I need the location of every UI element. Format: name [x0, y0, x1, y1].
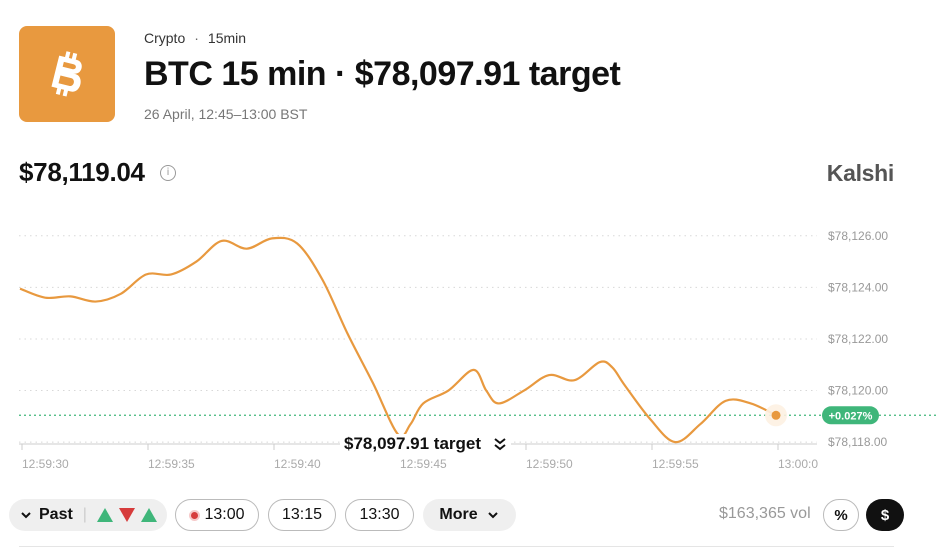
percent-toggle[interactable]: % [823, 499, 859, 531]
breadcrumb-separator: · [194, 30, 199, 46]
bitcoin-icon [51, 51, 82, 97]
bitcoin-logo [19, 26, 115, 122]
time-label: 13:00 [204, 506, 245, 523]
info-icon[interactable]: i [160, 165, 176, 181]
y-tick-label: $78,126.00 [828, 229, 888, 243]
more-label: More [439, 506, 478, 523]
divider [19, 546, 894, 547]
past-dropdown[interactable]: Past | [9, 499, 167, 531]
target-toggle[interactable]: $78,097.91 target [340, 434, 512, 454]
volume-label: $163,365 vol [719, 505, 811, 522]
y-tick-label: $78,124.00 [828, 280, 888, 294]
time-button-13-15[interactable]: 13:15 [268, 499, 336, 531]
change-badge-label: +0.027% [829, 410, 873, 422]
y-tick-label: $78,122.00 [828, 332, 888, 346]
price-line [19, 236, 777, 444]
chevron-down-icon [487, 512, 498, 519]
chevron-down-icon [21, 512, 31, 519]
current-price: $78,119.04 [19, 157, 145, 187]
end-marker [771, 410, 781, 420]
brand-logo: Kalshi [826, 160, 895, 186]
past-label: Past [39, 506, 73, 523]
x-tick-label: 12:59:35 [148, 457, 195, 471]
x-tick-label: 12:59:55 [652, 457, 699, 471]
interval-label: 15min [207, 30, 247, 46]
controls-bar: Past | 13:00 13:15 13:30 More $163,365 v… [9, 499, 936, 533]
x-tick-label: 12:59:40 [274, 457, 321, 471]
time-button-13-00[interactable]: 13:00 [175, 499, 259, 531]
target-label: $78,097.91 target [344, 434, 482, 453]
up-indicator-icon [96, 508, 113, 522]
x-tick-label: 12:59:30 [22, 457, 69, 471]
time-button-13-30[interactable]: 13:30 [345, 499, 414, 531]
down-indicator-icon [118, 508, 135, 522]
x-tick-label: 12:59:50 [526, 457, 573, 471]
double-chevron-icon [494, 438, 506, 451]
time-label: 13:30 [359, 506, 400, 523]
more-dropdown[interactable]: More [423, 499, 516, 531]
market-timeframe: 26 April, 12:45–13:00 BST [144, 106, 308, 122]
x-tick-label: 12:59:45 [400, 457, 447, 471]
change-badge [822, 406, 879, 425]
time-label: 13:15 [281, 506, 323, 523]
divider: | [82, 506, 87, 523]
page-title: BTC 15 min · $78,097.91 target [144, 55, 621, 93]
up-indicator-icon [140, 508, 157, 522]
y-tick-label: $78,120.00 [828, 384, 888, 398]
breadcrumb: Crypto · 15min [144, 30, 246, 46]
dollar-toggle[interactable]: $ [866, 499, 904, 531]
x-tick-label: 13:00:0 [778, 457, 818, 471]
live-dot-icon [189, 509, 201, 521]
category-label[interactable]: Crypto [144, 30, 186, 46]
y-tick-label: $78,118.00 [828, 435, 887, 449]
